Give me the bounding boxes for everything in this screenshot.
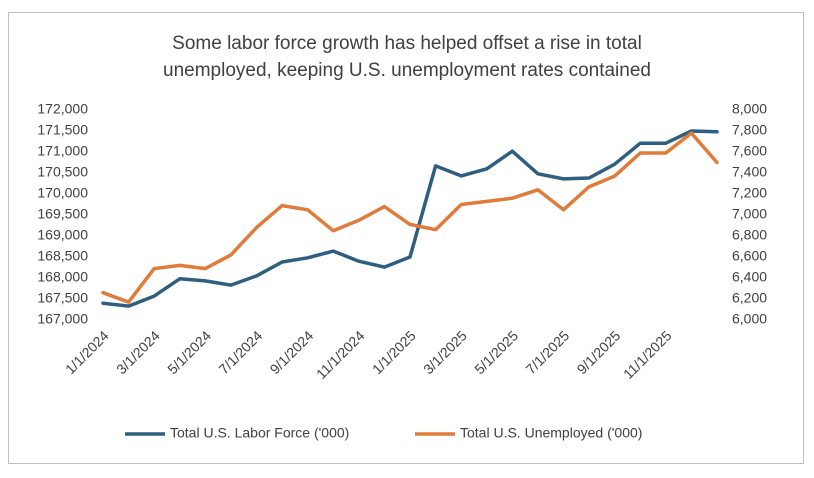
x-tick-label: 1/1/2025: [369, 327, 419, 377]
y2-tick-label: 7,000: [732, 206, 767, 222]
y2-tick-label: 7,200: [732, 185, 767, 201]
legend-label: Total U.S. Unemployed ('000): [460, 425, 642, 441]
y-tick-label: 170,000: [37, 185, 88, 201]
y-tick-label: 168,000: [37, 269, 88, 285]
chart-frame: [8, 12, 804, 464]
y2-tick-label: 6,200: [732, 290, 767, 306]
x-tick-label: 7/1/2025: [522, 327, 572, 377]
y-tick-label: 171,000: [37, 143, 88, 159]
y-tick-label: 169,000: [37, 227, 88, 243]
y2-tick-label: 7,800: [732, 122, 767, 138]
series-line: [101, 131, 719, 304]
y-tick-label: 167,000: [37, 311, 88, 327]
y-tick-label: 167,500: [37, 290, 88, 306]
y2-tick-label: 6,000: [732, 311, 767, 327]
y2-tick-label: 7,600: [732, 143, 767, 159]
y-tick-label: 169,500: [37, 206, 88, 222]
y-tick-label: 172,000: [37, 101, 88, 117]
y-tick-label: 168,500: [37, 248, 88, 264]
y2-tick-label: 7,400: [732, 164, 767, 180]
y2-tick-label: 6,400: [732, 269, 767, 285]
y2-tick-label: 8,000: [732, 101, 767, 117]
legend-label: Total U.S. Labor Force ('000): [170, 425, 349, 441]
y-tick-label: 170,500: [37, 164, 88, 180]
y2-tick-label: 6,600: [732, 248, 767, 264]
x-tick-label: 11/1/2024: [313, 327, 368, 382]
x-tick-label: 11/1/2025: [620, 327, 675, 382]
x-tick-label: 5/1/2025: [471, 327, 521, 377]
y2-tick-label: 6,800: [732, 227, 767, 243]
x-tick-label: 3/1/2025: [420, 327, 470, 377]
series-line: [101, 129, 719, 308]
x-tick-label: 3/1/2024: [113, 327, 163, 377]
x-tick-label: 1/1/2024: [62, 327, 112, 377]
x-tick-label: 9/1/2025: [574, 327, 624, 377]
x-tick-label: 5/1/2024: [164, 327, 214, 377]
chart-title: Some labor force growth has helped offse…: [163, 33, 651, 81]
y-tick-label: 171,500: [37, 122, 88, 138]
x-tick-label: 7/1/2024: [215, 327, 265, 377]
x-tick-label: 9/1/2024: [267, 327, 317, 377]
